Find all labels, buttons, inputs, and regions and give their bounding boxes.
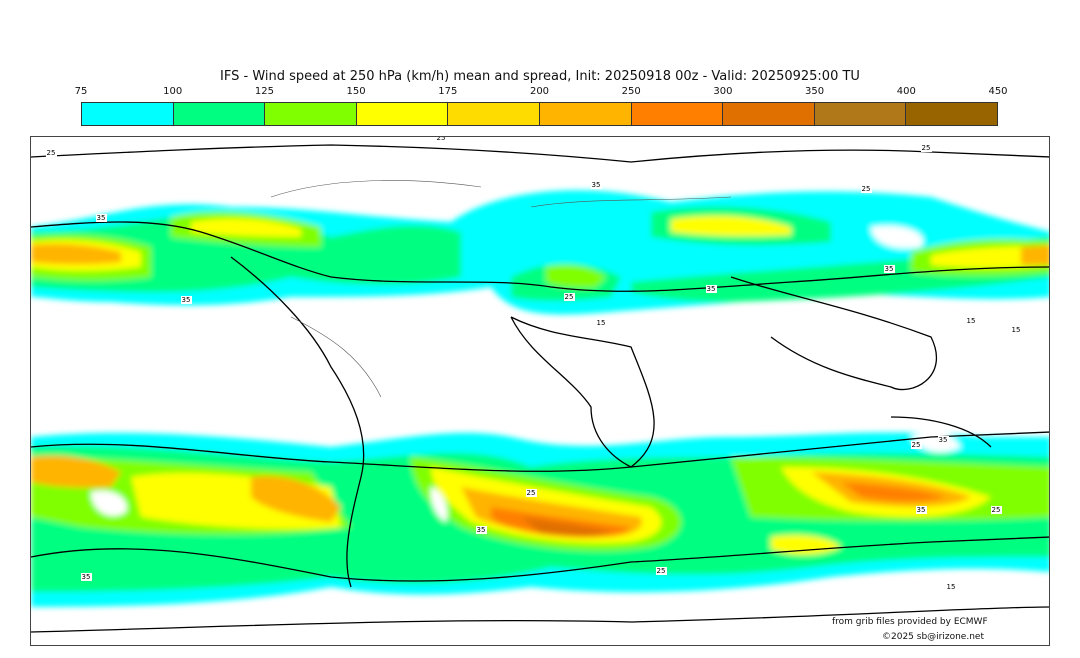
contour-label-bg <box>656 567 667 575</box>
contour-label: 25 <box>862 185 871 193</box>
isotachs-and-coastlines <box>31 144 1049 633</box>
colorbar-swatches <box>81 102 998 126</box>
contour-label: 25 <box>657 567 666 575</box>
contour-label-bg <box>81 573 92 581</box>
contour-label-bg <box>96 214 107 222</box>
contour-label-bg <box>916 506 927 514</box>
contour-label: 35 <box>477 526 486 534</box>
data-source-credit: from grib files provided by ECMWF <box>832 617 988 627</box>
contour-label: 35 <box>939 436 948 444</box>
jet-streams <box>31 190 1049 607</box>
colorbar-tick-label: 75 <box>74 86 88 97</box>
contour-label-bg <box>596 319 607 327</box>
contour-label: 35 <box>182 296 191 304</box>
colorbar-tick-label: 125 <box>254 86 274 97</box>
colorbar-tick-label: 350 <box>805 86 825 97</box>
contour-label-bg <box>884 265 895 273</box>
colorbar-swatch <box>906 103 997 125</box>
colorbar-swatch <box>723 103 815 125</box>
map-canvas: 25 25 25 35 35 35 25 35 15 25 15 15 35 25 35 25 35 35 25 15… <box>31 137 1049 633</box>
contour-label: 35 <box>97 214 106 222</box>
contour-label-bg <box>476 526 487 534</box>
country-borders <box>270 180 732 398</box>
contour-label-bg <box>911 441 922 449</box>
contour-label-bg <box>564 293 575 301</box>
colorbar-swatch <box>631 103 724 125</box>
wind-speed-map: 25 25 25 35 35 35 25 35 15 25 15 15 35 25 35 25 35 35 25 15… <box>30 136 1050 646</box>
contour-label: 35 <box>917 506 926 514</box>
contour-label-bg <box>946 583 957 591</box>
contour-label-bg <box>1011 326 1022 334</box>
contour-label: 15 <box>967 317 976 325</box>
contour-label: 25 <box>527 489 536 497</box>
contour-label-bg <box>921 144 932 152</box>
contour-label-bg <box>966 317 977 325</box>
colorbar-tick-label: 175 <box>438 86 458 97</box>
colorbar-tick-label: 450 <box>988 86 1008 97</box>
contour-label: 35 <box>592 181 601 189</box>
contour-label: 25 <box>47 149 56 157</box>
contour-labels: 25 25 25 35 35 35 25 35 15 25 15 15 35 25 35 25 35 35 25 15… <box>46 137 1022 591</box>
contour-label-bg <box>861 185 872 193</box>
colorbar-tick-label: 150 <box>346 86 366 97</box>
contour-label-bg <box>991 506 1002 514</box>
contour-label: 15 <box>947 583 956 591</box>
colorbar-swatch <box>814 103 907 125</box>
colorbar-swatch <box>173 103 266 125</box>
copyright-credit: ©2025 sb@irizone.net <box>882 632 984 642</box>
contour-label: 25 <box>437 137 446 142</box>
contour-label-bg <box>706 285 717 293</box>
colorbar-swatch <box>82 103 174 125</box>
colorbar-swatch <box>448 103 540 125</box>
contour-label: 35 <box>707 285 716 293</box>
contour-label-bg <box>526 489 537 497</box>
colorbar-swatch <box>356 103 449 125</box>
contour-label-bg <box>46 149 57 157</box>
contour-label: 35 <box>82 573 91 581</box>
contour-label-bg <box>436 137 447 142</box>
contour-label: 15 <box>1012 326 1021 334</box>
colorbar-tick-label: 200 <box>529 86 550 97</box>
colorbar-swatch <box>265 103 357 125</box>
colorbar-tick-label: 250 <box>621 86 641 97</box>
colorbar-swatch <box>539 103 632 125</box>
contour-label: 25 <box>922 144 931 152</box>
contour-label-bg <box>591 181 602 189</box>
colorbar-tick-label: 400 <box>896 86 916 97</box>
contour-label: 25 <box>992 506 1001 514</box>
contour-label-bg <box>938 436 949 444</box>
contour-label: 15 <box>597 319 606 327</box>
contour-label: 25 <box>565 293 574 301</box>
contour-label-bg <box>181 296 192 304</box>
chart-title: IFS - Wind speed at 250 hPa (km/h) mean … <box>220 69 860 84</box>
colorbar-tick-label: 300 <box>713 86 733 97</box>
colorbar-tick-label: 100 <box>163 86 183 97</box>
contour-label: 25 <box>912 441 921 449</box>
contour-label: 35 <box>885 265 894 273</box>
